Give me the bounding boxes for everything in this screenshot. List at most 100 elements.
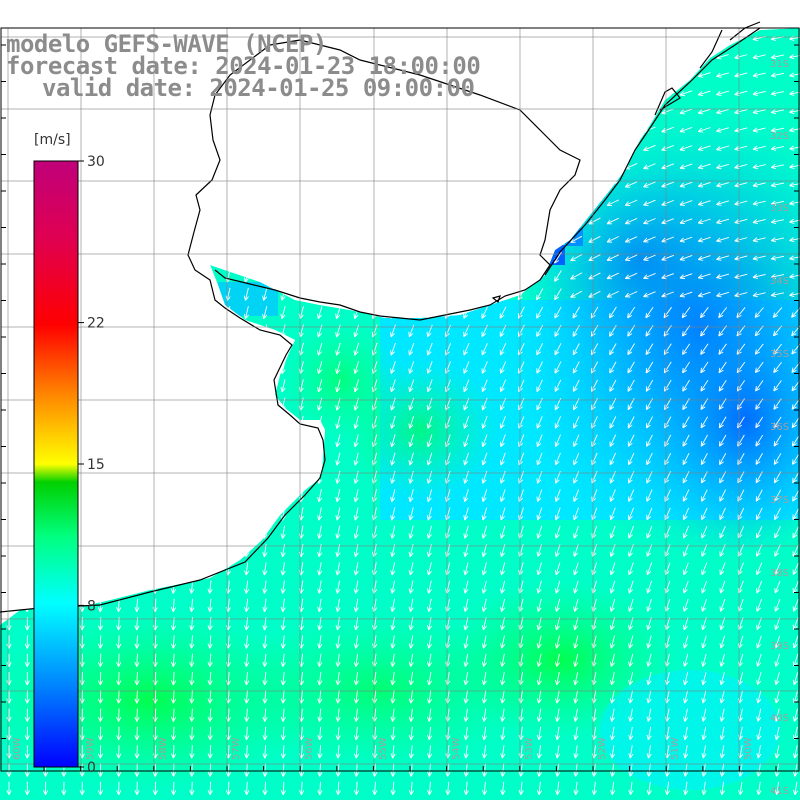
- wind-arrow: [627, 306, 636, 319]
- wind-arrow: [755, 380, 764, 392]
- wind-arrow: [789, 72, 800, 78]
- wind-arrow: [770, 218, 785, 224]
- wind-arrow: [700, 361, 709, 374]
- wind-arrow: [770, 182, 785, 188]
- wind-arrow: [716, 90, 730, 96]
- wind-arrow: [609, 343, 617, 356]
- wind-arrow: [697, 200, 711, 206]
- lon-label: 51W: [670, 737, 681, 760]
- wind-arrow: [645, 361, 654, 374]
- lat-label: 33S: [770, 203, 789, 214]
- wind-arrow: [773, 361, 782, 373]
- wind-arrow: [624, 199, 638, 206]
- wind-arrow: [335, 379, 341, 393]
- wind-arrow: [752, 90, 766, 96]
- wind-arrow: [789, 54, 800, 60]
- wind-arrow: [770, 292, 785, 298]
- wind-arrow: [700, 379, 709, 392]
- wind-arrow: [679, 163, 693, 170]
- wind-arrow: [789, 90, 800, 96]
- wind-arrow: [752, 127, 766, 133]
- wind-arrow: [624, 181, 638, 188]
- wind-arrow: [317, 342, 323, 356]
- wind-arrow: [536, 361, 543, 374]
- lon-label: 50W: [743, 737, 754, 760]
- wind-arrow: [697, 255, 711, 261]
- wind-arrow: [335, 342, 341, 356]
- wind-arrow: [697, 236, 711, 243]
- wind-arrow: [643, 199, 656, 206]
- wind-arrow: [335, 306, 341, 319]
- wind-arrow: [643, 218, 656, 225]
- wind-arrow: [390, 342, 396, 356]
- wind-arrow: [716, 108, 730, 115]
- wind-arrow: [572, 343, 580, 356]
- wind-arrow: [606, 217, 619, 225]
- wind-arrow: [499, 379, 507, 393]
- wind-arrow: [335, 361, 341, 374]
- wind-arrow: [499, 361, 507, 374]
- wind-arrow: [755, 361, 764, 374]
- lat-label: 38S: [770, 568, 789, 579]
- colorbar-unit: [m/s]: [34, 132, 71, 148]
- lat-label: 32S: [770, 131, 789, 142]
- wind-arrow: [426, 361, 433, 374]
- wind-arrow: [752, 292, 766, 298]
- wind-arrow: [697, 291, 711, 298]
- wind-arrow: [773, 380, 782, 392]
- colorbar-tick-label: 30: [87, 154, 105, 170]
- wind-arrow: [716, 145, 730, 151]
- colorbar-tick-label: 8: [87, 598, 96, 614]
- wind-arrow: [536, 379, 543, 392]
- wind-arrow: [481, 361, 488, 374]
- wind-arrow: [752, 200, 766, 206]
- lon-label: 58W: [158, 737, 169, 760]
- wind-arrow: [572, 361, 580, 374]
- wind-arrow: [679, 108, 693, 115]
- wind-arrow: [627, 343, 635, 356]
- wind-arrow: [554, 306, 562, 319]
- wind-arrow: [697, 127, 711, 133]
- wind-arrow: [770, 200, 785, 206]
- wind-arrow: [697, 181, 711, 188]
- wind-arrow: [770, 255, 785, 261]
- wind-arrow: [770, 54, 785, 60]
- wind-arrow: [752, 273, 766, 279]
- wind-arrow: [789, 127, 800, 133]
- colorbar-tick-label: 0: [87, 760, 96, 776]
- wind-arrow: [679, 200, 693, 206]
- wind-arrow: [570, 290, 583, 298]
- wind-arrow: [463, 361, 470, 374]
- wind-arrow: [770, 164, 785, 170]
- wind-arrow: [789, 182, 800, 188]
- wind-arrow: [770, 273, 785, 279]
- wind-arrow: [317, 379, 323, 393]
- lon-label: 55W: [378, 737, 389, 760]
- wind-arrow: [643, 291, 656, 298]
- wind-arrow: [697, 273, 711, 280]
- wind-arrow: [772, 307, 783, 318]
- wind-arrow: [697, 145, 711, 151]
- wind-arrow: [679, 145, 693, 151]
- colorbar-gradient: [33, 160, 79, 768]
- wind-arrow: [554, 270, 562, 282]
- wind-arrow: [789, 273, 800, 279]
- wind-arrow: [770, 145, 785, 151]
- lon-label: 54W: [451, 737, 462, 760]
- wind-arrow: [481, 306, 489, 319]
- lon-label: 60W: [12, 737, 23, 760]
- lon-label: 56W: [304, 737, 315, 760]
- wind-arrow: [408, 361, 415, 374]
- wind-arrow: [408, 342, 415, 356]
- wind-arrow: [716, 237, 730, 243]
- wind-arrow: [752, 72, 766, 78]
- lat-label: 40S: [770, 713, 789, 724]
- wind-arrow: [679, 236, 693, 243]
- lat-label: 37S: [770, 495, 789, 506]
- lat-label: 39S: [770, 641, 789, 652]
- wind-arrow: [716, 182, 730, 188]
- wind-arrow: [606, 272, 619, 280]
- wind-arrow: [643, 272, 656, 280]
- wind-arrow: [606, 290, 619, 298]
